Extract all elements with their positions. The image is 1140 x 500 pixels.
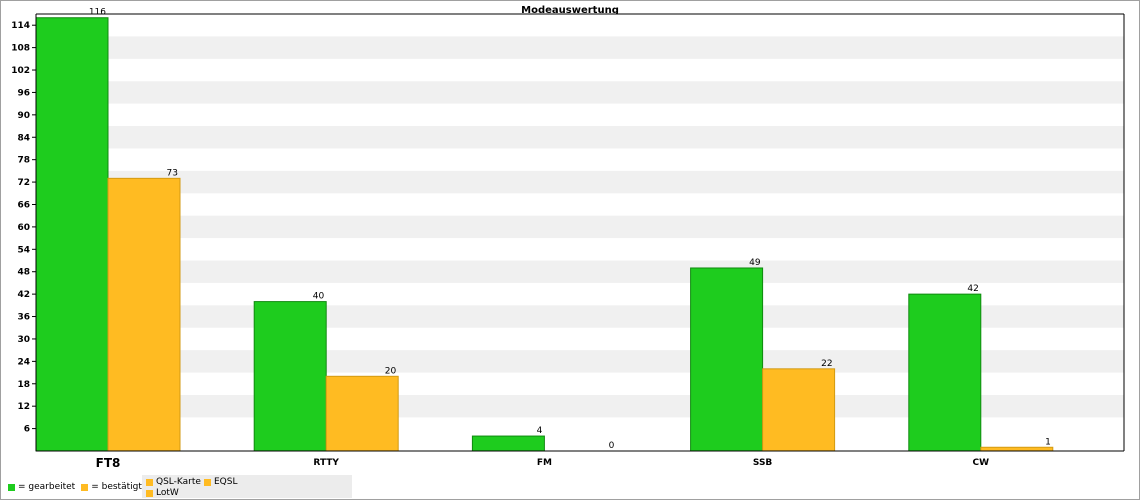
y-tick-label: 108: [11, 44, 30, 54]
data-label-bestätigt-cw: 1: [1045, 437, 1051, 447]
bar-bestätigt-ssb: [762, 368, 836, 452]
legend-label-confirmed: = bestätigt: [91, 482, 142, 492]
bar-bestätigt-ft8: [107, 177, 181, 452]
data-label-bestätigt-fm: 0: [609, 441, 615, 451]
category-label-ft8: FT8: [96, 456, 121, 470]
y-tick-label: 54: [17, 245, 30, 255]
legend-entry-confirmed: = bestätigt: [81, 482, 142, 492]
grid-band: [36, 126, 1124, 149]
bar-bestätigt-rtty: [325, 375, 399, 452]
legend-swatch-worked: [8, 483, 15, 491]
y-tick-label: 78: [17, 156, 30, 166]
qsl-item-lotw[interactable]: LotW: [146, 488, 179, 498]
data-label-gearbeitet-ft8: 116: [89, 8, 106, 18]
y-tick-label: 30: [17, 335, 30, 345]
data-label-gearbeitet-fm: 4: [537, 426, 543, 436]
y-tick-label: 102: [11, 66, 30, 76]
grid-band: [36, 36, 1124, 59]
bar-gearbeitet-ssb: [690, 267, 764, 452]
category-label-fm: FM: [537, 458, 552, 468]
grid-band: [36, 170, 1124, 194]
data-label-bestätigt-rtty: 20: [385, 366, 397, 376]
legend: = gearbeitet = bestätigt: [8, 481, 148, 493]
grid-band: [36, 260, 1124, 283]
y-tick-label: 60: [17, 223, 30, 233]
data-label-gearbeitet-rtty: 40: [313, 292, 325, 302]
y-tick-label: 12: [17, 402, 30, 412]
y-tick-label: 24: [17, 357, 30, 367]
y-tick-label: 114: [11, 21, 30, 31]
bar-gearbeitet-rtty: [253, 301, 327, 452]
category-label-ssb: SSB: [753, 458, 773, 468]
y-tick-label: 90: [17, 111, 30, 121]
y-tick-label: 72: [17, 178, 30, 188]
qsl-item-card[interactable]: QSL-Karte: [146, 477, 201, 487]
y-tick-label: 66: [17, 200, 30, 210]
chart-title: Modeauswertung: [521, 5, 619, 16]
data-label-gearbeitet-ssb: 49: [749, 258, 761, 268]
y-tick-label: 84: [17, 133, 30, 143]
legend-entry-worked: = gearbeitet: [8, 482, 75, 492]
qsl-label-eqsl: EQSL: [214, 477, 238, 487]
y-tick-label: 96: [17, 88, 30, 98]
grid-band: [36, 81, 1124, 104]
legend-label-worked: = gearbeitet: [18, 482, 76, 492]
y-tick-label: 6: [24, 425, 30, 435]
data-label-bestätigt-ft8: 73: [167, 168, 178, 178]
bar-gearbeitet-ft8: [35, 17, 109, 452]
y-tick-label: 18: [17, 380, 30, 390]
legend-swatch-confirmed: [81, 483, 89, 491]
y-tick-label: 42: [17, 290, 30, 300]
data-label-bestätigt-ssb: 22: [821, 359, 832, 369]
qsl-item-eqsl[interactable]: EQSL: [204, 477, 238, 487]
qsl-label-card: QSL-Karte: [156, 477, 201, 487]
bar-gearbeitet-cw: [908, 293, 982, 452]
data-label-gearbeitet-cw: 42: [967, 284, 978, 294]
y-tick-label: 48: [17, 268, 30, 278]
category-label-rtty: RTTY: [313, 458, 339, 468]
qsl-swatch-lotw: [146, 489, 153, 497]
qsl-label-lotw: LotW: [156, 488, 179, 498]
grid-band: [36, 215, 1124, 239]
bar-bestätigt-cw: [980, 446, 1054, 452]
qsl-swatch-card: [146, 478, 153, 486]
bar-gearbeitet-fm: [471, 435, 545, 452]
qsl-swatch-eqsl: [204, 478, 211, 486]
qsl-type-panel: QSL-Karte EQSL LotW: [142, 475, 352, 498]
category-label-cw: CW: [973, 458, 990, 468]
y-tick-label: 36: [17, 313, 30, 323]
